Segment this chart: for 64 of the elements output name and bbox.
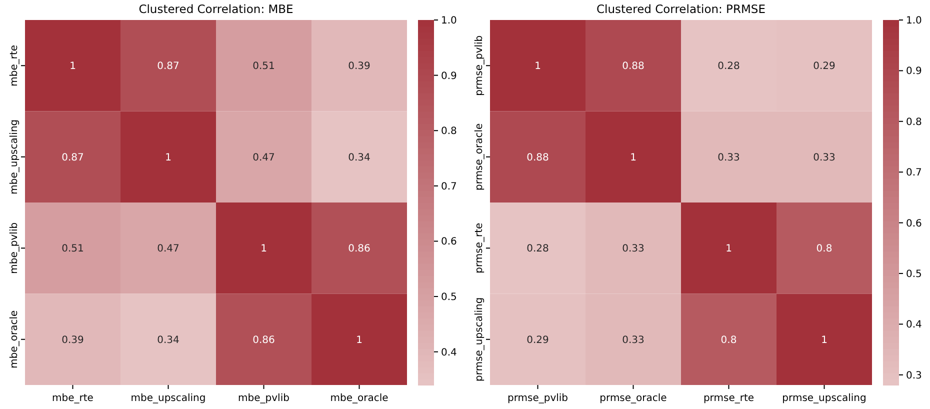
color-bar-label: 0.6: [906, 218, 922, 230]
color-bar-label: 0.7: [906, 168, 922, 179]
data-label: 0.87: [62, 152, 84, 164]
data-label: 1: [726, 244, 732, 255]
y-tick-label: prmse_pvlib: [474, 35, 485, 96]
color-bar-label: 0.5: [906, 268, 922, 280]
data-label: 1: [821, 334, 828, 346]
x-tick-label: prmse_rte: [703, 393, 754, 404]
data-label: 0.87: [157, 61, 180, 72]
x-tick-label: mbe_pvlib: [238, 393, 290, 404]
color-bar-label: 0.9: [906, 66, 922, 78]
x-tick-label: mbe_upscaling: [130, 393, 206, 404]
y-tick-label: mbe_oracle: [9, 310, 20, 368]
x-tick-label: prmse_oracle: [600, 393, 667, 404]
data-label: 0.28: [718, 61, 740, 72]
data-label: 0.47: [252, 152, 275, 164]
color-bar-label: 0.4: [441, 347, 457, 358]
data-label: 0.34: [348, 152, 370, 164]
data-label: 1: [70, 61, 76, 72]
data-label: 0.86: [252, 334, 275, 346]
data-label: 0.51: [62, 244, 84, 255]
y-tick-label: mbe_rte: [9, 44, 20, 86]
color-bar-label: 0.6: [441, 236, 457, 248]
data-label: 0.28: [526, 244, 549, 255]
data-label: 1: [534, 61, 541, 72]
data-label: 0.88: [622, 61, 644, 72]
x-tick-label: prmse_upscaling: [782, 393, 866, 404]
y-tick-label: mbe_pvlib: [9, 222, 20, 274]
y-tick-label: prmse_oracle: [474, 123, 485, 190]
y-tick-label: prmse_rte: [474, 222, 485, 274]
data-label: 0.33: [622, 244, 644, 255]
color-bar-label: 1.0: [441, 16, 457, 26]
x-tick-label: mbe_rte: [52, 393, 94, 404]
data-label: 0.47: [157, 244, 180, 255]
color-bar-label: 0.8: [441, 126, 457, 138]
data-label: 0.39: [62, 334, 84, 346]
data-label: 1: [165, 152, 172, 164]
data-label: 0.88: [526, 152, 549, 164]
color-bar-label: 0.7: [441, 181, 457, 192]
data-label: 0.8: [816, 244, 832, 255]
x-tick-label: mbe_oracle: [330, 393, 388, 404]
data-label: 0.33: [813, 152, 836, 164]
color-bar-label: 1.0: [906, 16, 922, 26]
data-label: 0.86: [348, 244, 370, 255]
y-tick-label: mbe_upscaling: [9, 119, 20, 194]
color-bar-label: 0.8: [906, 116, 922, 128]
data-label: 0.33: [718, 152, 740, 164]
data-label: 0.33: [622, 334, 644, 346]
color-bar-label: 0.3: [906, 370, 922, 382]
color-bar-label: 0.9: [441, 70, 457, 82]
x-tick-label: prmse_pvlib: [507, 393, 568, 404]
data-label: 0.34: [157, 334, 180, 346]
data-label: 1: [630, 152, 636, 164]
data-label: 0.51: [252, 61, 275, 72]
color-bar-label: 0.4: [906, 320, 922, 331]
data-label: 1: [356, 334, 362, 346]
data-label: 0.29: [526, 334, 549, 346]
data-label: 0.8: [720, 334, 737, 346]
data-label: 1: [260, 244, 267, 255]
chart-title: Clustered Correlation: MBE: [138, 2, 294, 16]
chart-title: Clustered Correlation: PRMSE: [596, 2, 766, 16]
data-label: 0.29: [813, 61, 836, 72]
color-bar-label: 0.5: [441, 292, 457, 304]
data-label: 0.39: [348, 61, 370, 72]
